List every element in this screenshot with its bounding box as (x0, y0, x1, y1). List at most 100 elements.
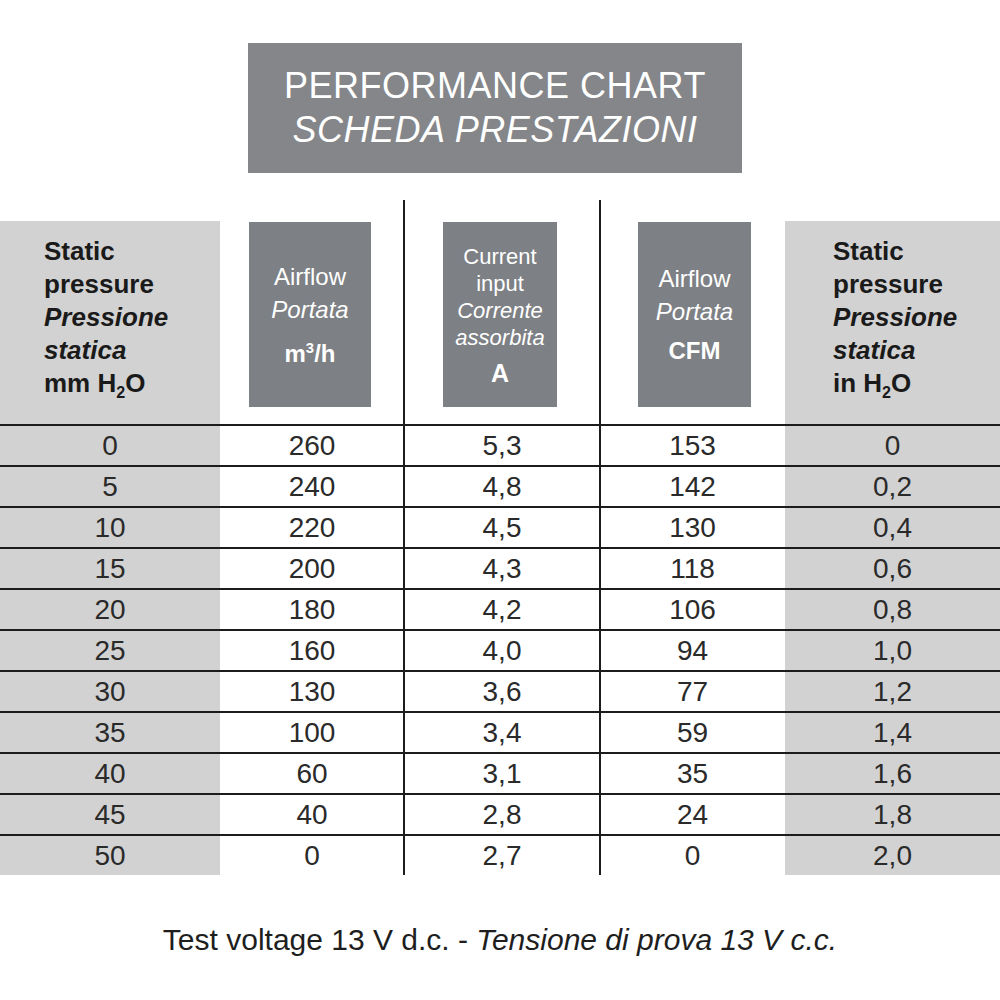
table-cell: 0 (785, 426, 1000, 465)
header-line: assorbita (443, 324, 557, 351)
table-cell: 50 (0, 836, 220, 875)
table-row: 201804,21060,8 (0, 588, 1000, 629)
table-cell: 180 (220, 590, 404, 629)
header-current-input-box: Current input Corrente assorbita A (443, 222, 557, 407)
unit-subscript: 2 (882, 384, 891, 402)
header-static-pressure-in: Static pressure Pressione statica in H2O (785, 221, 1000, 424)
table-cell: 5,3 (404, 426, 600, 465)
table-cell: 1,0 (785, 631, 1000, 670)
header-line: Airflow (249, 260, 371, 293)
footer-text-english: Test voltage 13 V d.c. - (163, 923, 477, 956)
table-cell: 40 (220, 795, 404, 834)
table-cell: 0,4 (785, 508, 1000, 547)
table-cell: 35 (0, 713, 220, 752)
header-line: Current (443, 243, 557, 270)
title-english: PERFORMANCE CHART (248, 64, 742, 108)
column-divider-right (599, 200, 601, 875)
title-banner: PERFORMANCE CHART SCHEDA PRESTAZIONI (248, 43, 742, 173)
table-cell: 1,6 (785, 754, 1000, 793)
table-cell: 3,6 (404, 672, 600, 711)
table-cell: 4,0 (404, 631, 600, 670)
unit-superscript: 3 (306, 340, 314, 356)
table-cell: 40 (0, 754, 220, 793)
table-cell: 1,2 (785, 672, 1000, 711)
table-cell: 4,3 (404, 549, 600, 588)
unit-subscript: 2 (116, 384, 125, 402)
header-unit-in-h2o: in H2O (833, 367, 1000, 409)
table-cell: 4,2 (404, 590, 600, 629)
header-current-input-cell: Current input Corrente assorbita A (404, 221, 600, 424)
table-row: 5002,702,0 (0, 834, 1000, 875)
header-airflow-cfm-cell: Airflow Portata CFM (600, 221, 785, 424)
table-cell: 15 (0, 549, 220, 588)
table-cell: 0 (220, 836, 404, 875)
header-line: statica (44, 334, 220, 367)
header-airflow-m3h-cell: Airflow Portata m3/h (220, 221, 404, 424)
table-cell: 94 (600, 631, 785, 670)
header-static-pressure-mm: Static pressure Pressione statica mm H2O (0, 221, 220, 424)
table-row: 301303,6771,2 (0, 670, 1000, 711)
table-cell: 2,8 (404, 795, 600, 834)
unit-text: /h (314, 340, 335, 367)
table-cell: 240 (220, 467, 404, 506)
table-cell: 0,6 (785, 549, 1000, 588)
header-line: Airflow (638, 262, 751, 295)
table-row: 251604,0941,0 (0, 629, 1000, 670)
footer-text-italian: Tensione di prova 13 V c.c. (476, 923, 837, 956)
table-cell: 4,5 (404, 508, 600, 547)
unit-text: O (891, 368, 911, 398)
table-cell: 220 (220, 508, 404, 547)
header-unit-ampere: A (443, 360, 557, 387)
table-cell: 118 (600, 549, 785, 588)
table-cell: 160 (220, 631, 404, 670)
table-cell: 0 (0, 426, 220, 465)
table-cell: 77 (600, 672, 785, 711)
table-cell: 30 (0, 672, 220, 711)
table-cell: 106 (600, 590, 785, 629)
header-line: Portata (638, 295, 751, 328)
header-unit-cfm: CFM (638, 334, 751, 367)
header-line: pressure (44, 268, 220, 301)
table-body: 02605,3153052404,81420,2102204,51300,415… (0, 424, 1000, 875)
header-airflow-m3h-box: Airflow Portata m3/h (249, 222, 371, 407)
table-cell: 1,4 (785, 713, 1000, 752)
table-cell: 200 (220, 549, 404, 588)
header-line: Corrente (443, 297, 557, 324)
table-cell: 5 (0, 467, 220, 506)
table-cell: 35 (600, 754, 785, 793)
table-cell: 24 (600, 795, 785, 834)
header-line: Pressione (833, 301, 1000, 334)
table-cell: 2,0 (785, 836, 1000, 875)
table-cell: 2,7 (404, 836, 600, 875)
header-unit-mm-h2o: mm H2O (44, 367, 220, 409)
footer-note: Test voltage 13 V d.c. - Tensione di pro… (0, 922, 1000, 958)
table-cell: 45 (0, 795, 220, 834)
unit-text: O (125, 368, 145, 398)
table-cell: 130 (220, 672, 404, 711)
header-line: Static (833, 235, 1000, 268)
table-row: 52404,81420,2 (0, 465, 1000, 506)
header-line: Pressione (44, 301, 220, 334)
table-row: 351003,4591,4 (0, 711, 1000, 752)
table-cell: 0 (600, 836, 785, 875)
table-cell: 130 (600, 508, 785, 547)
table-cell: 4,8 (404, 467, 600, 506)
header-line: pressure (833, 268, 1000, 301)
header-line: input (443, 270, 557, 297)
table-row: 102204,51300,4 (0, 506, 1000, 547)
table-cell: 153 (600, 426, 785, 465)
table-cell: 25 (0, 631, 220, 670)
table-row: 40603,1351,6 (0, 752, 1000, 793)
table-cell: 0,8 (785, 590, 1000, 629)
table-cell: 1,8 (785, 795, 1000, 834)
header-unit-m3h: m3/h (249, 332, 371, 370)
table-cell: 142 (600, 467, 785, 506)
unit-text: in H (833, 368, 882, 398)
table-cell: 260 (220, 426, 404, 465)
column-divider-left (403, 200, 405, 875)
table-row: 02605,31530 (0, 424, 1000, 465)
title-italian: SCHEDA PRESTAZIONI (248, 108, 742, 152)
table-cell: 3,4 (404, 713, 600, 752)
table-cell: 3,1 (404, 754, 600, 793)
table-header: Static pressure Pressione statica mm H2O… (0, 221, 1000, 424)
